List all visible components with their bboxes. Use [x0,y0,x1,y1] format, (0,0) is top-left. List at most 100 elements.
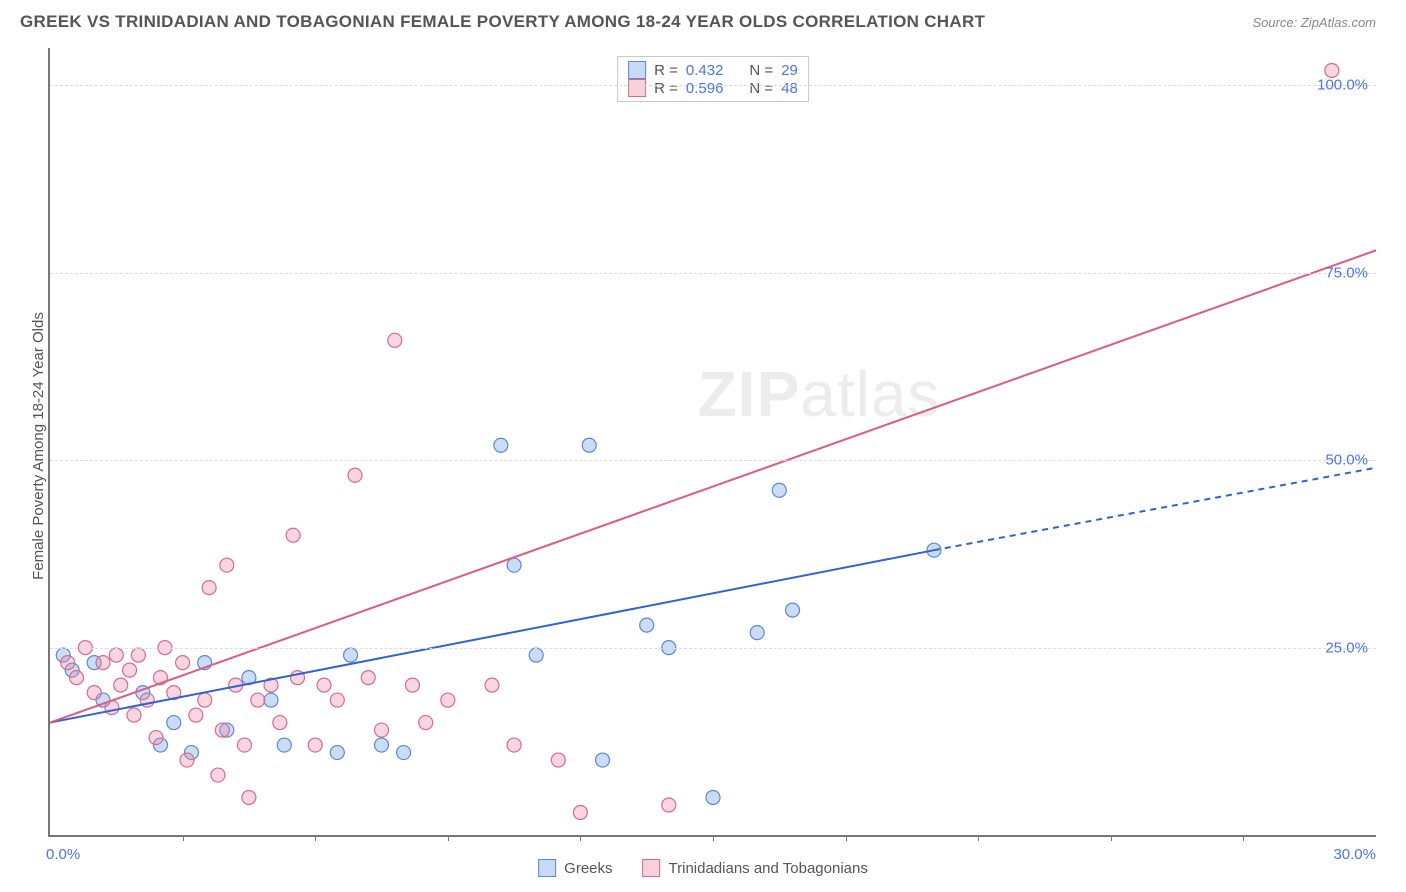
data-point [220,558,234,572]
stats-row: R = 0.432 N = 29 [628,61,798,79]
chart-title: GREEK VS TRINIDADIAN AND TOBAGONIAN FEMA… [20,12,985,32]
data-point [573,806,587,820]
data-point [485,678,499,692]
gridline [50,460,1376,461]
gridline [50,273,1376,274]
data-point [772,483,786,497]
data-point [123,663,137,677]
plot-area: ZIPatlas R =0.432N =29R =0.596N =48 25.0… [48,48,1376,837]
x-tick [846,835,847,841]
data-point [61,656,75,670]
data-point [786,603,800,617]
data-point [441,693,455,707]
stats-legend: R = 0.432 N = 29 R = 0.596 N = 48 [617,56,809,102]
data-point [388,333,402,347]
trend-line [50,250,1376,722]
data-point [180,753,194,767]
data-point [494,438,508,452]
data-point [286,528,300,542]
data-point [330,746,344,760]
gridline [50,85,1376,86]
x-tick [448,835,449,841]
series-legend: Greeks Trinidadians and Tobagonians [538,859,868,877]
n-label: N = [749,80,773,97]
data-point [149,731,163,745]
data-point [131,648,145,662]
data-point [596,753,610,767]
r-label: R = [654,62,678,79]
data-point [242,791,256,805]
data-point [70,671,84,685]
data-point [109,648,123,662]
legend-label: Greeks [564,860,612,877]
square-icon [628,79,646,97]
data-point [375,723,389,737]
legend-item-greeks: Greeks [538,859,612,877]
data-point [264,693,278,707]
square-icon [538,859,556,877]
square-icon [628,61,646,79]
data-point [507,558,521,572]
data-point [198,693,212,707]
y-tick-label: 50.0% [1325,452,1368,469]
x-origin-label: 0.0% [46,846,80,863]
y-tick-label: 25.0% [1325,639,1368,656]
legend-label: Trinidadians and Tobagonians [669,860,868,877]
gridline [50,648,1376,649]
data-point [361,671,375,685]
n-label: N = [749,62,773,79]
data-point [405,678,419,692]
trend-line [50,550,934,722]
data-point [189,708,203,722]
n-value: 48 [781,80,798,97]
stats-row: R = 0.596 N = 48 [628,79,798,97]
data-point [176,656,190,670]
data-point [96,656,110,670]
data-point [750,626,764,640]
y-axis-label: Female Poverty Among 18-24 Year Olds [30,312,47,580]
square-icon [643,859,661,877]
x-tick [1111,835,1112,841]
data-point [202,581,216,595]
legend-item-trinidadians: Trinidadians and Tobagonians [643,859,868,877]
data-point [529,648,543,662]
data-point [640,618,654,632]
x-tick [183,835,184,841]
data-point [662,798,676,812]
data-point [397,746,411,760]
data-point [211,768,225,782]
data-point [167,716,181,730]
data-point [375,738,389,752]
data-point [348,468,362,482]
x-tick [1243,835,1244,841]
data-point [273,716,287,730]
data-point [87,686,101,700]
data-point [251,693,265,707]
x-tick [978,835,979,841]
r-value: 0.596 [686,80,724,97]
trend-line-extrapolated [934,468,1376,550]
y-tick-label: 75.0% [1325,264,1368,281]
x-tick [315,835,316,841]
scatter-chart [50,48,1376,835]
data-point [215,723,229,737]
data-point [1325,63,1339,77]
y-tick-label: 100.0% [1317,77,1368,94]
x-tick [713,835,714,841]
data-point [551,753,565,767]
data-point [330,693,344,707]
data-point [344,648,358,662]
data-point [237,738,251,752]
data-point [308,738,322,752]
data-point [127,708,141,722]
x-tick [580,835,581,841]
data-point [419,716,433,730]
data-point [317,678,331,692]
data-point [706,791,720,805]
r-value: 0.432 [686,62,724,79]
x-end-label: 30.0% [1333,846,1376,863]
data-point [114,678,128,692]
n-value: 29 [781,62,798,79]
r-label: R = [654,80,678,97]
source-label: Source: ZipAtlas.com [1252,15,1376,30]
